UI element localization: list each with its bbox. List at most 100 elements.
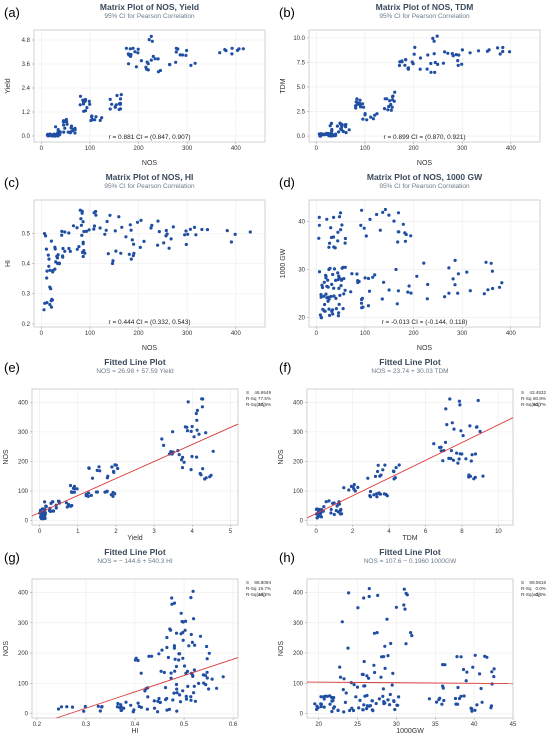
data-point xyxy=(457,399,461,403)
stat-label: R-Sq(adj) xyxy=(521,592,541,597)
data-point xyxy=(452,427,456,431)
data-point xyxy=(407,284,411,288)
y-tick-label: 5.0 xyxy=(297,85,306,91)
x-tick-label: 100 xyxy=(360,146,371,152)
data-point xyxy=(360,672,364,677)
data-point xyxy=(482,292,486,296)
data-point xyxy=(178,53,182,57)
data-point xyxy=(332,512,336,517)
data-point xyxy=(336,708,340,713)
data-point xyxy=(492,675,496,679)
data-point xyxy=(357,706,361,710)
data-point xyxy=(205,670,209,674)
x-axis-label: TDM xyxy=(402,535,417,542)
y-tick-label: 300 xyxy=(293,621,304,627)
data-point xyxy=(50,298,55,302)
data-point xyxy=(174,682,179,687)
data-point xyxy=(355,97,359,101)
stat-label: S xyxy=(521,580,524,585)
y-tick-label: 200 xyxy=(293,651,304,657)
data-point xyxy=(397,63,402,68)
data-point xyxy=(81,220,85,224)
data-point xyxy=(87,228,91,232)
data-point xyxy=(403,63,407,67)
data-point xyxy=(118,102,122,106)
data-point xyxy=(486,288,490,292)
data-point xyxy=(129,257,133,261)
data-point xyxy=(341,307,345,311)
data-point xyxy=(185,48,189,53)
data-point xyxy=(49,239,54,243)
data-point xyxy=(475,703,479,707)
data-point xyxy=(352,483,356,487)
data-point xyxy=(60,233,64,237)
y-tick-label: 4.8 xyxy=(22,38,31,44)
data-point xyxy=(393,476,397,480)
x-tick-label: 30 xyxy=(393,722,400,728)
data-point xyxy=(167,246,171,250)
data-point xyxy=(172,691,176,695)
x-tick-label: 3 xyxy=(152,529,156,535)
data-point xyxy=(390,105,394,109)
data-point xyxy=(174,631,179,635)
data-point xyxy=(347,488,351,492)
data-point xyxy=(366,276,371,281)
data-point xyxy=(338,675,343,679)
data-point xyxy=(383,207,387,212)
data-point xyxy=(328,313,332,317)
data-point xyxy=(110,261,115,266)
data-point xyxy=(362,659,366,664)
data-point xyxy=(330,709,334,714)
data-point xyxy=(352,683,356,687)
data-point xyxy=(193,699,197,703)
data-point xyxy=(79,223,83,227)
data-point xyxy=(373,113,377,117)
data-point xyxy=(350,272,354,276)
data-point xyxy=(184,229,188,233)
data-point xyxy=(460,62,464,66)
stat-label: S xyxy=(246,580,249,585)
data-point xyxy=(318,313,322,317)
data-point xyxy=(81,242,85,246)
y-axis-label: NOS xyxy=(278,641,285,657)
data-point xyxy=(397,463,401,467)
panel-label: (b) xyxy=(279,5,295,20)
data-point xyxy=(501,49,505,54)
data-point xyxy=(456,59,460,63)
data-point xyxy=(69,490,74,494)
data-point xyxy=(383,644,387,648)
data-point xyxy=(340,620,344,624)
data-point xyxy=(351,485,355,489)
x-tick-label: 6 xyxy=(424,529,428,535)
data-point xyxy=(157,696,161,701)
data-point xyxy=(189,429,193,433)
data-point xyxy=(163,686,168,690)
x-tick-label: 4 xyxy=(191,529,195,535)
stat-value: 46.9549 xyxy=(254,390,271,395)
data-point xyxy=(179,458,184,462)
data-point xyxy=(361,117,365,121)
data-point xyxy=(395,703,399,707)
data-point xyxy=(433,60,437,65)
data-point xyxy=(184,53,188,58)
data-point xyxy=(478,672,482,676)
data-point xyxy=(80,233,84,237)
data-point xyxy=(368,489,373,494)
data-point xyxy=(194,411,198,416)
y-tick-label: 100 xyxy=(293,681,304,687)
data-point xyxy=(375,495,379,499)
y-tick-label: 400 xyxy=(293,400,304,406)
data-point xyxy=(189,698,193,702)
data-point xyxy=(100,705,104,709)
data-point xyxy=(77,245,81,249)
data-point xyxy=(337,302,341,306)
data-point xyxy=(42,308,46,312)
data-point xyxy=(145,67,149,71)
data-point xyxy=(342,677,346,681)
x-tick-label: 40 xyxy=(471,722,478,728)
data-point xyxy=(331,272,335,277)
data-point xyxy=(180,466,185,470)
